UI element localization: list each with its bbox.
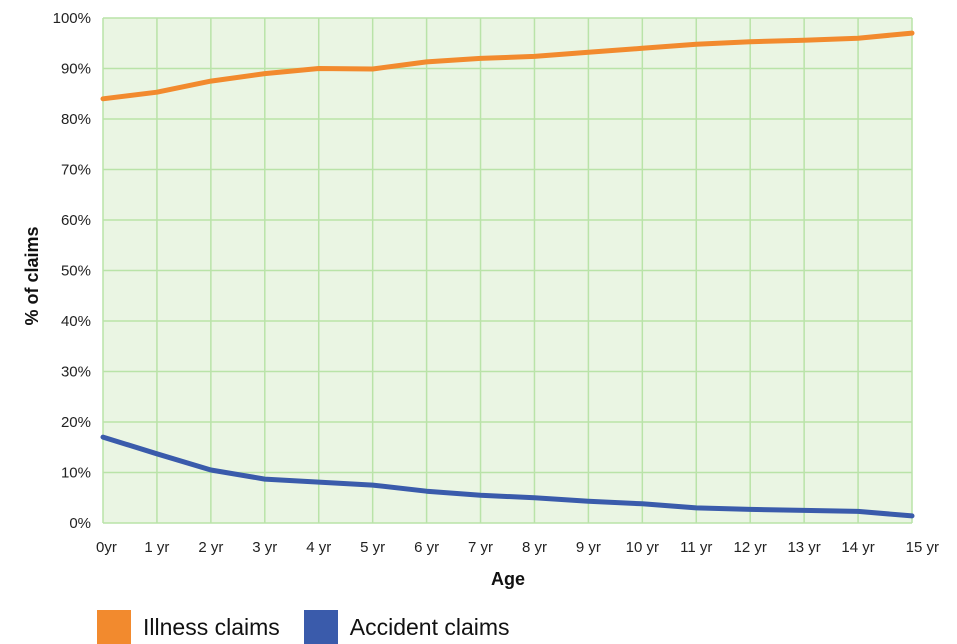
x-tick-label: 12 yr [734,539,767,556]
x-tick-label: 13 yr [787,539,820,556]
legend-swatch-illness [97,610,131,644]
y-tick-label: 50% [61,263,91,280]
x-tick-label: 4 yr [306,539,331,556]
y-tick-label: 0% [69,515,91,532]
y-tick-label: 90% [61,61,91,78]
y-tick-label: 60% [61,212,91,229]
y-tick-label: 40% [61,313,91,330]
y-axis-ticks: 0% 10% 20% 30% 40% 50% 60% 70% 80% 90% 100% [53,10,91,532]
legend-label-accident: Accident claims [349,613,510,640]
legend-item-accident: Accident claims [303,610,510,644]
line-chart: 0% 10% 20% 30% 40% 50% 60% 70% 80% 90% 100% 0yr 1 y… [22,10,939,589]
y-tick-label: 30% [61,364,91,381]
legend-item-illness: Illness claims [97,610,280,644]
x-tick-label: 5 yr [360,539,385,556]
x-tick-label: 2 yr [198,539,223,556]
x-tick-label: 1 yr [144,539,169,556]
legend-swatch-accident [303,610,338,644]
gridlines [102,17,913,524]
x-tick-label: 11 yr [680,539,712,556]
x-tick-label: 15 yr [906,539,939,556]
x-tick-label: 10 yr [626,539,659,556]
y-tick-label: 80% [61,111,91,128]
y-tick-label: 10% [61,465,91,482]
x-tick-label: 9 yr [576,539,601,556]
legend-label-illness: Illness claims [143,613,280,640]
y-axis-title: % of claims [22,226,42,325]
series-line-illness [100,30,915,102]
x-tick-label: 0yr [96,539,117,556]
legend: Illness claims Accident claims [97,610,534,644]
series-lines [100,30,915,519]
y-tick-label: 100% [53,10,91,27]
x-axis-title: Age [491,569,525,589]
x-axis-ticks: 0yr 1 yr 2 yr 3 yr 4 yr 5 yr 6 yr 7 yr 8 yr 9 yr 1… [96,539,939,556]
y-tick-label: 70% [61,162,91,179]
y-tick-label: 20% [61,414,91,431]
x-tick-label: 7 yr [468,539,493,556]
series-line-accident [100,434,915,519]
x-tick-label: 3 yr [252,539,277,556]
x-tick-label: 14 yr [841,539,874,556]
x-tick-label: 8 yr [522,539,547,556]
x-tick-label: 6 yr [414,539,439,556]
